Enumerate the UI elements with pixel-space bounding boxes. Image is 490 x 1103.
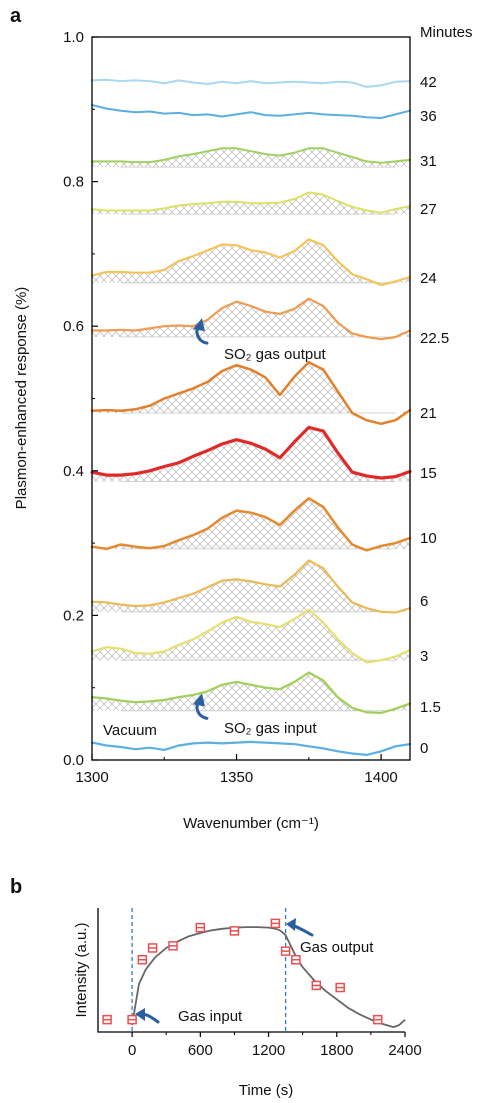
series-label-31: 31 <box>420 153 437 170</box>
y-tick-label-1.0: 1.0 <box>63 29 84 46</box>
b-x-tick-label-600: 600 <box>188 1042 213 1059</box>
series-line-10 <box>90 497 412 552</box>
x-tick-label-1300: 1300 <box>75 769 108 786</box>
x-tick-label-1350: 1350 <box>220 769 253 786</box>
series-22.5-hatch-fill <box>92 298 410 337</box>
y-tick-label-0.2: 0.2 <box>63 607 84 624</box>
series-line-0 <box>90 740 412 757</box>
series-line-6 <box>90 559 412 614</box>
b-x-tick-label-1200: 1200 <box>252 1042 285 1059</box>
panel-b-data-points <box>102 918 383 1025</box>
gas-output-label: Gas output <box>300 939 374 956</box>
series-line-15 <box>90 425 412 480</box>
series-label-22.5: 22.5 <box>420 330 449 347</box>
series-label-0: 0 <box>420 740 428 757</box>
series-label-24: 24 <box>420 270 437 287</box>
b-x-tick-label-1800: 1800 <box>320 1042 353 1059</box>
series-27-hatch-fill <box>92 192 410 215</box>
series-label-36: 36 <box>420 108 437 125</box>
b-x-tick-label-0: 0 <box>128 1042 136 1059</box>
panel-a-annotations: SO₂ gas output SO₂ gas input Vacuum <box>103 318 327 739</box>
x-tick-label-1400: 1400 <box>364 769 397 786</box>
vacuum-label: Vacuum <box>103 722 157 739</box>
so2-input-label: SO₂ gas input <box>224 720 317 737</box>
series-label-6: 6 <box>420 593 428 610</box>
panel-a-series-lines <box>90 78 412 757</box>
so2-output-label: SO₂ gas output <box>224 346 327 363</box>
panel-a-label: a <box>10 5 22 27</box>
series-31-hatch-fill <box>92 148 410 168</box>
gas-input-arrow-head <box>135 1008 145 1021</box>
b-x-tick-label-2400: 2400 <box>388 1042 421 1059</box>
panel-b-label: b <box>10 876 22 898</box>
panel-b-annotations: Gas output Gas input <box>135 918 374 1025</box>
series-line-21 <box>90 361 412 426</box>
series-label-42: 42 <box>420 74 437 91</box>
series-1.5-hatch-fill <box>92 672 410 711</box>
series-line-1.5 <box>90 671 412 715</box>
y-tick-label-0.6: 0.6 <box>63 318 84 335</box>
series-line-36 <box>91 104 411 119</box>
panel-b-x-axis-label: Time (s) <box>239 1082 293 1099</box>
series-24-hatch-fill <box>92 239 410 283</box>
y-tick-label-0.4: 0.4 <box>63 463 84 480</box>
so2-output-arrow-head <box>192 318 205 332</box>
series-label-10: 10 <box>420 530 437 547</box>
panel-a-series-labels: 42 36 31 27 24 22.5 21 15 10 6 3 1.5 0 <box>420 74 449 757</box>
series-label-1.5: 1.5 <box>420 699 441 716</box>
panel-a-x-axis-label: Wavenumber (cm⁻¹) <box>183 815 319 832</box>
series-label-21: 21 <box>420 405 437 422</box>
series-label-27: 27 <box>420 201 437 218</box>
panel-a-y-axis-label: Plasmon-enhanced response (%) <box>13 287 30 510</box>
gas-output-arrow-head <box>286 918 296 931</box>
panel-b-y-axis-label: Intensity (a.u.) <box>73 922 90 1017</box>
series-line-42 <box>91 78 411 88</box>
y-tick-label-0.8: 0.8 <box>63 174 84 191</box>
series-3-hatch-fill <box>92 609 410 661</box>
panel-b-chart: 0 600 1200 1800 2400 Time (s) Intensity (a.u… <box>73 908 422 1099</box>
series-label-3: 3 <box>420 648 428 665</box>
so2-input-arrow-head <box>192 693 205 707</box>
series-line-27 <box>91 191 411 214</box>
series-line-24 <box>90 238 412 287</box>
series-15-hatch-fill <box>92 427 410 482</box>
series-6-hatch-fill <box>92 560 410 612</box>
y-tick-label-0.0: 0.0 <box>63 752 84 769</box>
series-line-3 <box>90 608 412 664</box>
panel-a-legend-title: Minutes <box>420 24 473 41</box>
panel-a-ticks: 0.0 0.2 0.4 0.6 0.8 1.0 1300 1350 1400 <box>63 29 398 786</box>
series-21-hatch-fill <box>92 362 410 413</box>
panel-b-ticks: 0 600 1200 1800 2400 <box>128 1032 422 1059</box>
series-line-31 <box>91 147 411 164</box>
gas-input-label: Gas input <box>178 1008 243 1025</box>
series-10-hatch-fill <box>92 498 410 549</box>
series-label-15: 15 <box>420 465 437 482</box>
series-line-22.5 <box>90 297 412 341</box>
panel-a-hatch-fills <box>92 148 410 712</box>
